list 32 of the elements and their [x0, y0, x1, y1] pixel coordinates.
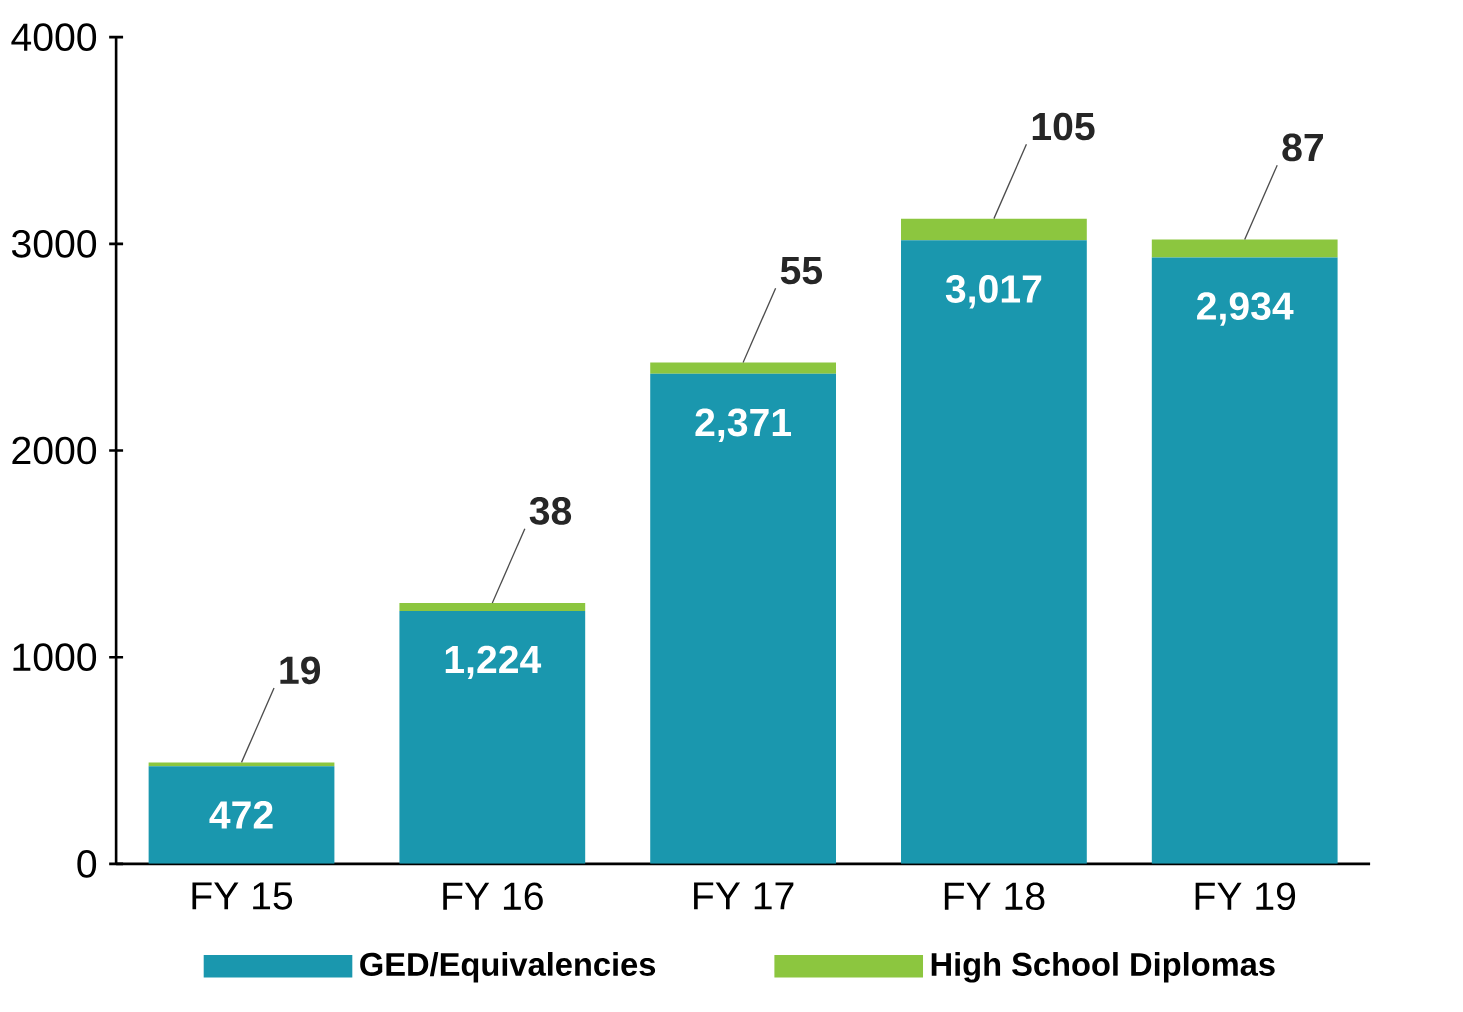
x-tick-label: FY 19: [1195, 882, 1296, 910]
legend-label: High School Diplomas: [931, 951, 1275, 983]
data-label: 2,934: [1197, 292, 1294, 326]
y-tick-label: 0: [77, 849, 97, 878]
data-label: 2,371: [695, 408, 792, 442]
data-label: 472: [209, 800, 273, 829]
data-label: 3,017: [945, 274, 1042, 309]
bar: [901, 240, 1087, 864]
bar: [901, 218, 1087, 241]
x-tick-label: FY 18: [944, 882, 1045, 910]
data-label: 87: [1282, 133, 1323, 161]
y-tick-label: 2000: [12, 436, 97, 465]
data-label: 1,224: [445, 645, 542, 679]
bar: [1151, 257, 1338, 864]
bar: [650, 373, 836, 864]
y-tick-label: 4000: [11, 23, 97, 51]
x-tick-label: FY 15: [192, 882, 293, 910]
bar: [399, 602, 586, 611]
y-tick-label: 3000: [11, 229, 97, 258]
bar: [148, 766, 335, 864]
data-label: 38: [529, 496, 572, 525]
x-tick-label: FY 16: [443, 882, 543, 910]
y-tick-label: 1000: [13, 643, 97, 671]
bar: [399, 610, 586, 864]
bar: [148, 762, 335, 767]
data-label: 105: [1032, 112, 1095, 141]
data-label: 55: [780, 256, 823, 284]
data-label: 19: [280, 656, 321, 684]
bar: [1151, 239, 1338, 258]
x-tick-label: FY 17: [694, 882, 794, 910]
legend-label: GED/Equivalencies: [360, 951, 656, 983]
bar: [650, 362, 836, 374]
